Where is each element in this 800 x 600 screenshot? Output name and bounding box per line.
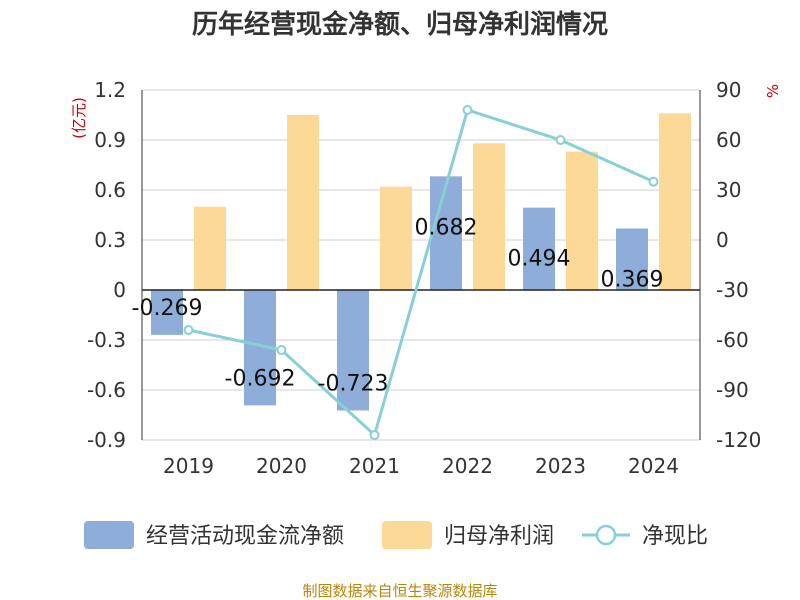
- left-tick-label: 0.9: [94, 128, 126, 152]
- line-point: [648, 176, 659, 187]
- right-tick-label: -90: [716, 378, 749, 402]
- bar: [287, 115, 319, 290]
- right-tick-label: 0: [716, 228, 729, 252]
- line-path: [188, 108, 655, 438]
- legend-label: 净现比: [642, 524, 708, 549]
- data-label: -0.723: [318, 372, 389, 397]
- bar: [659, 113, 691, 290]
- bar: [566, 151, 598, 290]
- right-tick-label: -30: [716, 278, 749, 302]
- right-tick-label: 30: [716, 178, 741, 202]
- data-labels: -0.269 -0.692 -0.723 0.682 0.494 0.369: [132, 215, 664, 396]
- x-tick-label: 2024: [628, 454, 679, 478]
- data-label: 0.369: [601, 268, 664, 293]
- x-tick-label: 2020: [256, 454, 307, 478]
- line-series: [183, 105, 659, 440]
- bar: [473, 143, 505, 290]
- x-tick-label: 2019: [163, 454, 214, 478]
- left-tick-label: -0.3: [87, 328, 126, 352]
- right-tick-label: 60: [716, 128, 741, 152]
- left-tick-label: 0: [113, 278, 126, 302]
- legend-label: 归母净利润: [444, 524, 554, 549]
- legend-label: 经营活动现金流净额: [146, 524, 344, 549]
- left-tick-label: -0.9: [87, 428, 126, 452]
- right-tick-label: 90: [716, 78, 741, 102]
- legend-swatch: [382, 521, 432, 549]
- line-point: [276, 345, 287, 355]
- right-axis-unit: %: [764, 84, 782, 98]
- right-tick-label: -120: [716, 428, 761, 452]
- data-label: -0.692: [225, 366, 296, 391]
- data-label: -0.269: [132, 296, 203, 321]
- left-axis-unit: (亿元): [70, 97, 88, 139]
- bar: [337, 290, 369, 411]
- left-tick-label: -0.6: [87, 378, 126, 402]
- left-tick-label: 1.2: [94, 78, 126, 102]
- line-point: [369, 430, 380, 440]
- bar: [523, 207, 555, 290]
- bar: [380, 186, 412, 290]
- x-tick-label: 2023: [535, 454, 586, 478]
- line-point: [183, 325, 194, 335]
- bar: [430, 176, 462, 290]
- left-tick-label: 0.6: [94, 178, 126, 202]
- line-point: [462, 105, 473, 115]
- legend-swatch: [84, 521, 134, 549]
- bar: [194, 206, 226, 290]
- axes: [141, 90, 701, 440]
- right-tick-label: -60: [716, 328, 749, 352]
- bar: [616, 228, 648, 290]
- chart-title: 历年经营现金净额、归母净利润情况: [192, 9, 608, 40]
- tick-labels: 1.2 90 0.9 60 0.6 30 0.3 0 0 -30 -0.3 -60 -0.6 -90 -0.…: [87, 78, 761, 478]
- line-point: [555, 135, 566, 145]
- x-tick-label: 2021: [349, 454, 400, 478]
- data-label: 0.682: [415, 215, 478, 240]
- bar: [151, 290, 183, 335]
- x-tick-label: 2022: [442, 454, 493, 478]
- legend: 经营活动现金流净额 归母净利润 净现比: [84, 521, 708, 549]
- left-tick-label: 0.3: [94, 228, 126, 252]
- data-label: 0.494: [508, 247, 571, 272]
- source-note: 制图数据来自恒生聚源数据库: [302, 582, 497, 600]
- legend-marker: [595, 524, 617, 546]
